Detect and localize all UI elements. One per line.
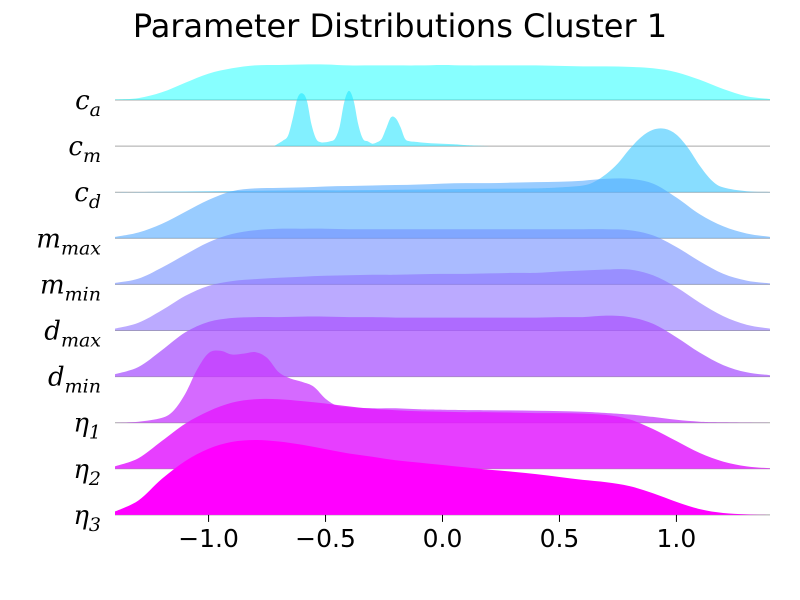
- ridge-eta-3: [115, 439, 770, 515]
- ridge-label-c-a: ca: [75, 86, 101, 121]
- ridge-label-eta-2: η2: [73, 455, 101, 490]
- ridge-label-eta-3: η3: [73, 501, 101, 536]
- ridge-d-min: [115, 315, 770, 377]
- chart-title: Parameter Distributions Cluster 1: [133, 7, 667, 45]
- ridge-m-max: [115, 178, 770, 239]
- ridge-label-c-m: cm: [68, 132, 101, 167]
- ridge-c-d: [115, 128, 770, 193]
- ridge-label-c-d: cd: [74, 178, 101, 213]
- x-tick-label: 0.0: [423, 524, 463, 553]
- x-tick-label: 1.0: [657, 524, 697, 553]
- ridge-d-max: [115, 269, 770, 331]
- ridge-label-d-min: dmin: [48, 363, 101, 398]
- x-tick-label: 0.5: [540, 524, 580, 553]
- ridge-area: [115, 64, 770, 516]
- ridge-c-a: [115, 64, 770, 100]
- ridge-label-m-min: mmin: [40, 270, 101, 305]
- x-axis: −1.0 −0.5 0.0 0.5 1.0: [178, 514, 697, 553]
- ridge-c-m: [274, 90, 490, 147]
- ridge-label-m-max: mmax: [36, 224, 101, 259]
- ridge-labels: ca cm cd mmax mmin dmax dmin η1 η2 η3: [36, 86, 101, 536]
- x-tick-label: −0.5: [295, 524, 356, 553]
- ridge-label-eta-1: η1: [73, 409, 101, 444]
- x-tick-label: −1.0: [178, 524, 239, 553]
- ridge-label-d-max: dmax: [44, 317, 101, 352]
